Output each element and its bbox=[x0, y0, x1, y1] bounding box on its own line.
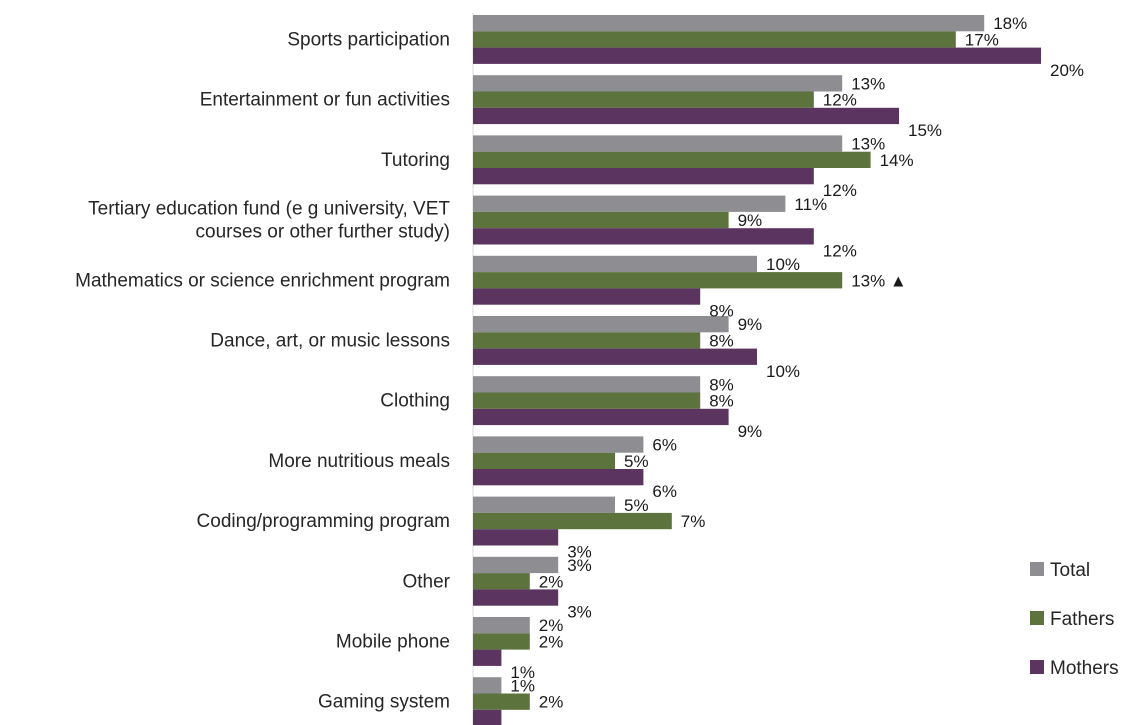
bar-total-sports-participation bbox=[473, 15, 985, 32]
bar-mothers-dance-art-or-music-lessons bbox=[473, 348, 757, 365]
value-label-total-more-nutritious-meals: 6% bbox=[652, 436, 677, 455]
bar-fathers-sports-participation bbox=[473, 31, 956, 48]
bar-fathers-clothing bbox=[473, 392, 701, 409]
value-label-mothers-tutoring: 12% bbox=[823, 181, 857, 200]
value-label-fathers-gaming-system: 2% bbox=[539, 693, 564, 712]
value-label-fathers-clothing: 8% bbox=[709, 392, 734, 411]
legend-swatch-mothers bbox=[1030, 660, 1044, 674]
bar-mothers-tertiary-education-fund-e-g-university-vet bbox=[473, 228, 814, 245]
bar-fathers-coding-programming-program bbox=[473, 512, 672, 530]
bar-total-tertiary-education-fund-e-g-university-vet bbox=[473, 195, 786, 212]
value-label-total-entertainment-or-fun-activities: 13% bbox=[851, 74, 885, 93]
bar-mothers-sports-participation bbox=[473, 47, 1041, 64]
bar-mothers-clothing bbox=[473, 408, 729, 426]
category-label-entertainment-or-fun-activities: Entertainment or fun activities bbox=[200, 90, 450, 111]
category-label-clothing: Clothing bbox=[380, 391, 450, 412]
bar-mothers-mathematics-or-science-enrichment-program bbox=[473, 288, 701, 305]
value-label-fathers-entertainment-or-fun-activities: 12% bbox=[823, 91, 857, 110]
category-label-gaming-system: Gaming system bbox=[318, 692, 450, 713]
value-label-fathers-sports-participation: 17% bbox=[965, 30, 999, 49]
value-label-total-tutoring: 13% bbox=[851, 135, 885, 154]
value-label-mothers-coding-programming-program: 3% bbox=[567, 542, 592, 561]
value-label-mothers-mobile-phone: 1% bbox=[510, 663, 535, 682]
value-label-fathers-coding-programming-program: 7% bbox=[681, 512, 706, 531]
value-label-fathers-tertiary-education-fund-e-g-university-vet: 9% bbox=[738, 211, 763, 230]
category-label-other: Other bbox=[402, 571, 450, 592]
value-label-mothers-mathematics-or-science-enrichment-program: 8% bbox=[709, 302, 734, 321]
bar-total-gaming-system bbox=[473, 677, 502, 694]
category-label-sports-participation: Sports participation bbox=[287, 29, 450, 50]
category-label-mobile-phone: Mobile phone bbox=[336, 631, 450, 652]
bar-fathers-mobile-phone bbox=[473, 633, 530, 650]
legend-swatch-total bbox=[1030, 562, 1044, 576]
category-label-coding-programming-program: Coding/programming program bbox=[197, 511, 450, 532]
bars-group bbox=[472, 13, 1041, 725]
bar-fathers-dance-art-or-music-lessons bbox=[473, 332, 701, 349]
value-label-mothers-tertiary-education-fund-e-g-university-vet: 12% bbox=[823, 241, 857, 260]
bar-total-more-nutritious-meals bbox=[473, 436, 644, 453]
bar-total-entertainment-or-fun-activities bbox=[473, 75, 843, 92]
bar-total-tutoring bbox=[473, 135, 843, 152]
bar-total-mathematics-or-science-enrichment-program bbox=[473, 255, 757, 273]
legend-label-total: Total bbox=[1050, 560, 1090, 581]
legend-swatch-fathers bbox=[1030, 611, 1044, 625]
category-label-mathematics-or-science-enrichment-program: Mathematics or science enrichment progra… bbox=[75, 270, 450, 291]
category-labels-group: Sports participation Entertainment or fun… bbox=[75, 29, 451, 712]
value-label-total-coding-programming-program: 5% bbox=[624, 496, 649, 515]
value-label-mothers-clothing: 9% bbox=[738, 422, 763, 441]
bar-mothers-coding-programming-program bbox=[473, 529, 559, 546]
bar-mothers-more-nutritious-meals bbox=[473, 469, 644, 486]
value-label-fathers-more-nutritious-meals: 5% bbox=[624, 452, 649, 471]
legend: Total Fathers Mothers bbox=[1030, 560, 1119, 679]
value-labels-group: 18%17%20%13%12%15%13%14%12%11%9%12%10%13… bbox=[510, 14, 1084, 725]
legend-label-mothers: Mothers bbox=[1050, 658, 1119, 679]
value-label-mothers-more-nutritious-meals: 6% bbox=[652, 482, 677, 501]
bar-fathers-tutoring bbox=[473, 151, 871, 168]
bar-total-dance-art-or-music-lessons bbox=[473, 316, 729, 333]
value-label-total-other: 3% bbox=[567, 556, 592, 575]
bar-fathers-gaming-system bbox=[473, 693, 530, 710]
value-label-fathers-dance-art-or-music-lessons: 8% bbox=[709, 331, 734, 350]
value-label-fathers-other: 2% bbox=[539, 572, 564, 591]
value-label-fathers-mobile-phone: 2% bbox=[539, 632, 564, 651]
bar-fathers-more-nutritious-meals bbox=[473, 452, 615, 469]
bar-mothers-mobile-phone bbox=[473, 649, 502, 666]
value-label-fathers-tutoring: 14% bbox=[880, 151, 914, 170]
category-label-dance-art-or-music-lessons: Dance, art, or music lessons bbox=[210, 330, 450, 351]
value-label-mothers-sports-participation: 20% bbox=[1050, 61, 1084, 80]
bar-mothers-tutoring bbox=[473, 168, 814, 185]
bar-total-other bbox=[473, 556, 559, 574]
value-label-fathers-mathematics-or-science-enrichment-program: 13% ▲ bbox=[851, 271, 907, 290]
value-label-total-mobile-phone: 2% bbox=[539, 616, 564, 635]
bar-fathers-entertainment-or-fun-activities bbox=[473, 91, 814, 108]
value-label-mothers-gaming-system: 1% bbox=[510, 723, 535, 725]
bar-fathers-tertiary-education-fund-e-g-university-vet bbox=[473, 211, 729, 229]
value-label-total-mathematics-or-science-enrichment-program: 10% bbox=[766, 255, 800, 274]
category-label-tertiary-education-fund-e-g-university-vet: Tertiary education fund (e g university,… bbox=[88, 199, 450, 243]
value-label-mothers-entertainment-or-fun-activities: 15% bbox=[908, 121, 942, 140]
category-label-more-nutritious-meals: More nutritious meals bbox=[268, 451, 450, 472]
bar-mothers-gaming-system bbox=[473, 709, 502, 725]
category-label-tutoring: Tutoring bbox=[381, 150, 450, 171]
bar-total-coding-programming-program bbox=[473, 496, 615, 513]
bar-fathers-mathematics-or-science-enrichment-program bbox=[473, 272, 843, 289]
value-label-total-tertiary-education-fund-e-g-university-vet: 11% bbox=[794, 195, 827, 214]
value-label-mothers-dance-art-or-music-lessons: 10% bbox=[766, 362, 800, 381]
value-label-total-dance-art-or-music-lessons: 9% bbox=[738, 315, 763, 334]
bar-mothers-other bbox=[473, 589, 559, 606]
bar-mothers-entertainment-or-fun-activities bbox=[473, 107, 899, 125]
value-label-mothers-other: 3% bbox=[567, 603, 592, 622]
bar-total-clothing bbox=[473, 376, 701, 393]
value-label-total-clothing: 8% bbox=[709, 375, 734, 394]
value-label-total-gaming-system: 1% bbox=[510, 676, 535, 695]
value-label-total-sports-participation: 18% bbox=[993, 14, 1027, 33]
bar-fathers-other bbox=[473, 573, 530, 590]
bar-total-mobile-phone bbox=[473, 617, 530, 634]
legend-label-fathers: Fathers bbox=[1050, 609, 1114, 630]
